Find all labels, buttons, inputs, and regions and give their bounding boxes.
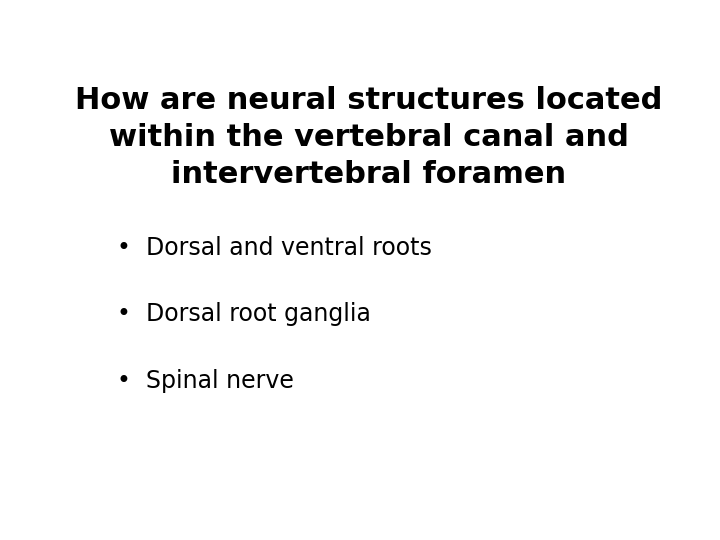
Text: Dorsal root ganglia: Dorsal root ganglia [145,302,371,326]
Text: •: • [117,369,130,393]
Text: Spinal nerve: Spinal nerve [145,369,294,393]
Text: How are neural structures located
within the vertebral canal and
intervertebral : How are neural structures located within… [76,85,662,188]
Text: Dorsal and ventral roots: Dorsal and ventral roots [145,236,432,260]
Text: •: • [117,236,130,260]
Text: •: • [117,302,130,326]
